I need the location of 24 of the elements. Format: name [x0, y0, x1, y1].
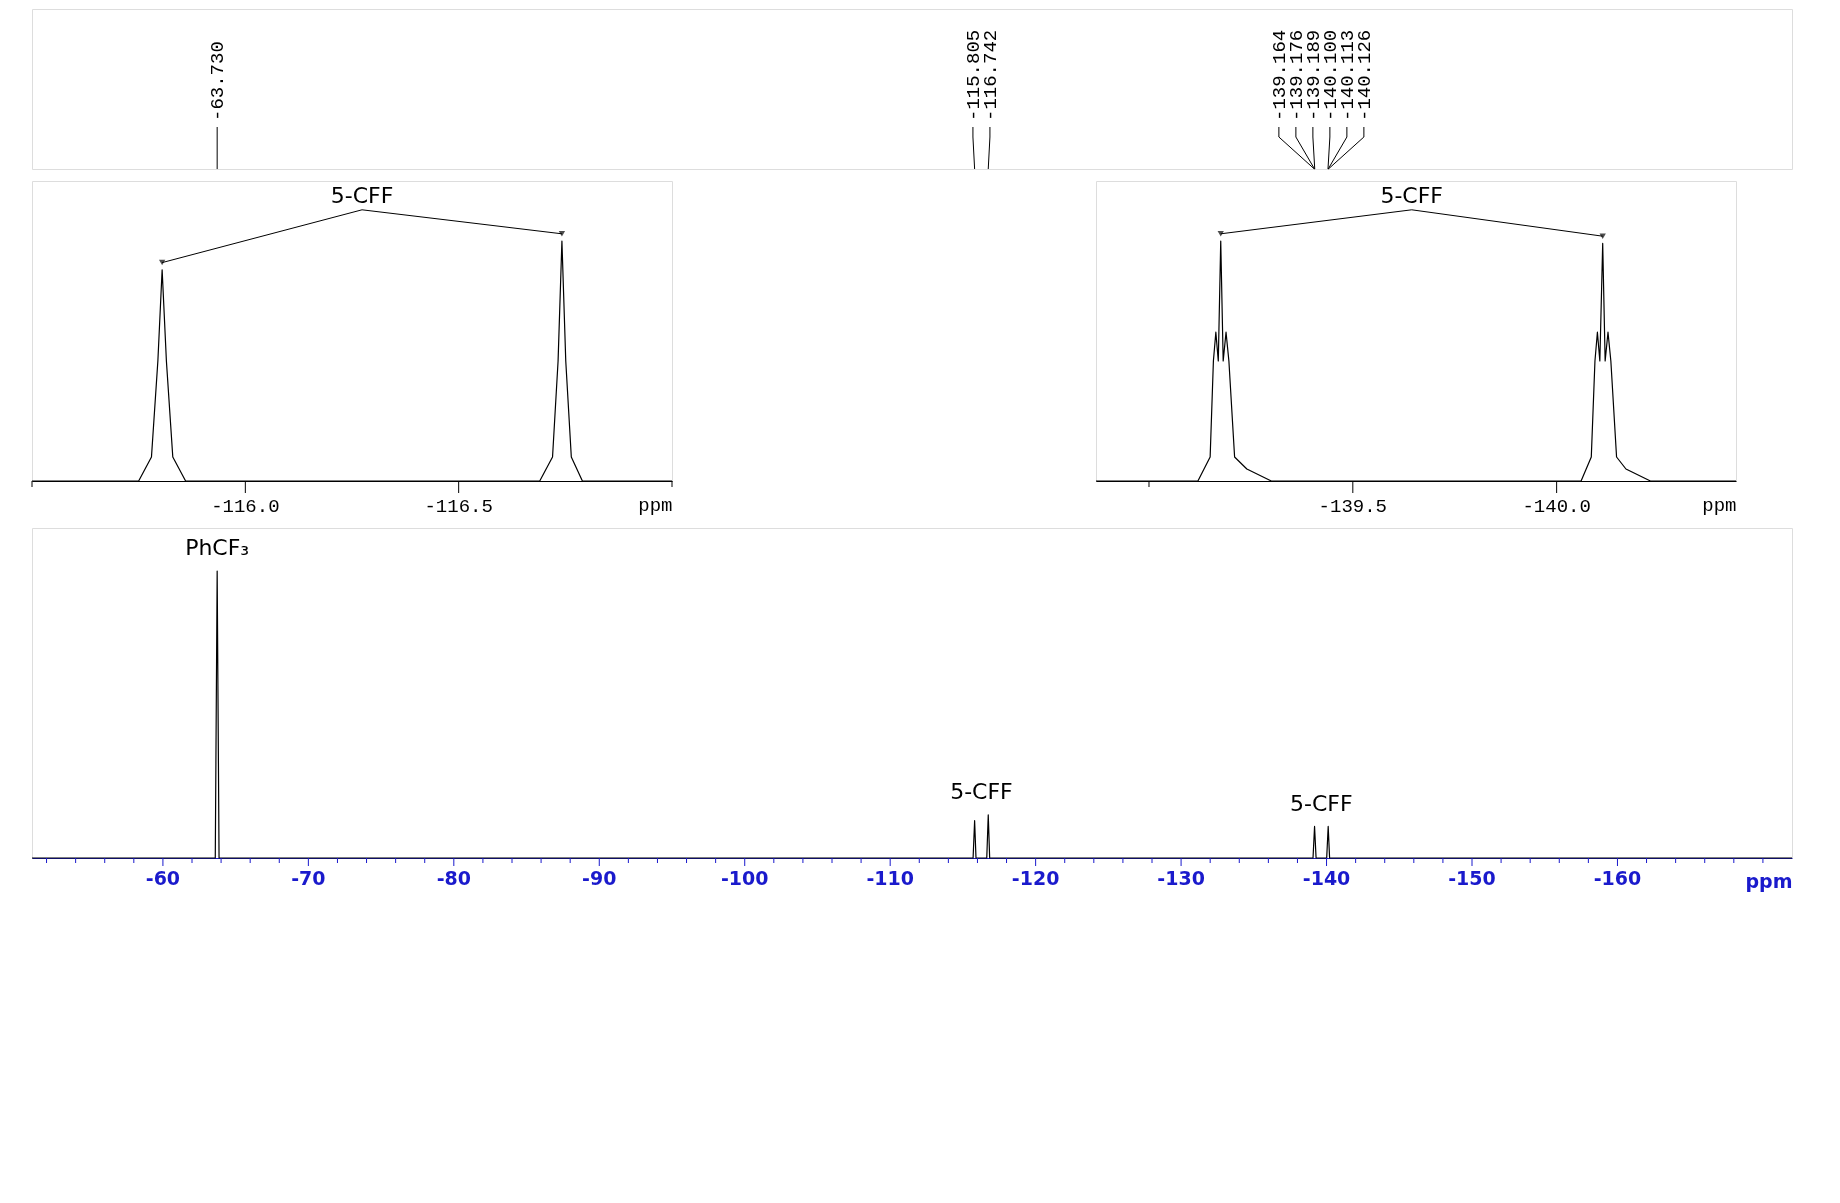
annotation: 5-CFF — [950, 779, 1013, 805]
x-tick-label: -150 — [1448, 867, 1496, 889]
x-tick-label: -140.0 — [1522, 496, 1591, 518]
annotation: 5-CFF — [1290, 790, 1353, 816]
annotation: 5-CFF — [330, 182, 394, 208]
annotation: 5-CFF — [1380, 182, 1444, 208]
x-tick-label: -160 — [1593, 867, 1642, 889]
x-tick-label: -60 — [145, 867, 181, 889]
annotation: -63.730 — [207, 41, 230, 121]
x-axis-title: ppm — [638, 494, 673, 517]
x-tick-label: -116.0 — [211, 496, 280, 518]
x-tick-label: -80 — [436, 867, 471, 889]
annotation: PhCF₃ — [185, 535, 250, 561]
x-axis-title: ppm — [1702, 494, 1737, 517]
x-tick-label: -70 — [291, 867, 326, 889]
x-tick-label: -139.5 — [1318, 496, 1388, 518]
x-tick-label: -100 — [720, 867, 769, 889]
x-tick-label: -130 — [1157, 867, 1205, 889]
x-tick-label: -120 — [1011, 867, 1060, 889]
x-tick-label: -116.5 — [424, 496, 493, 518]
x-tick-label: -90 — [582, 867, 617, 889]
x-tick-label: -140 — [1302, 867, 1351, 889]
x-tick-label: -110 — [866, 867, 914, 889]
x-axis-title: ppm — [1745, 869, 1793, 892]
